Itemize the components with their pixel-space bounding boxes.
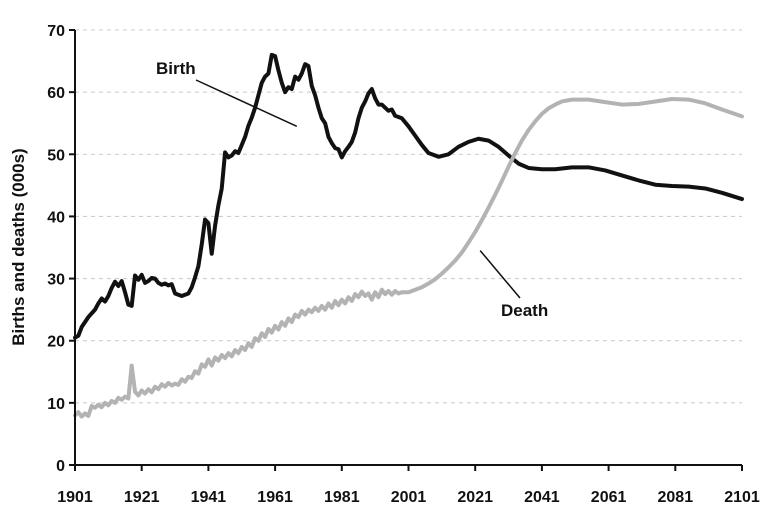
y-axis-title: Births and deaths (000s): [9, 148, 28, 345]
y-tick-label: 30: [47, 272, 65, 289]
x-tick-label: 1981: [324, 489, 360, 506]
x-tick-label: 2081: [658, 489, 694, 506]
x-tick-label: 2021: [457, 489, 493, 506]
gridlines: [75, 29, 742, 404]
ticks: 0 10 20 30 40 50 60 70 1901 1921 1941 1961 1981 2001 2…: [47, 23, 760, 506]
x-tick-label: 2061: [591, 489, 627, 506]
y-tick-label: 60: [47, 85, 65, 102]
x-tick-label: 2101: [724, 489, 760, 506]
y-tick-label: 10: [47, 396, 65, 413]
x-tick-label: 2001: [391, 489, 427, 506]
x-tick-label: 1901: [57, 489, 93, 506]
axes: [74, 30, 742, 466]
x-tick-label: 1941: [191, 489, 227, 506]
annotations: Birth Death: [156, 59, 548, 320]
callout-label-birth: Birth: [156, 59, 196, 78]
callout-label-death: Death: [501, 301, 548, 320]
y-tick-label: 50: [47, 147, 65, 164]
x-tick-label: 2041: [524, 489, 560, 506]
series-lines: [73, 52, 744, 419]
callout-leader-death: [479, 250, 521, 299]
callout-leader-birth: [195, 79, 298, 128]
series-line-death: [73, 96, 744, 419]
y-tick-label: 0: [56, 458, 65, 475]
x-tick-label: 1961: [257, 489, 293, 506]
y-tick-label: 20: [47, 334, 65, 351]
series-line-birth: [73, 52, 744, 340]
y-tick-label: 70: [47, 23, 65, 40]
x-tick-label: 1921: [124, 489, 160, 506]
y-tick-label: 40: [47, 209, 65, 226]
